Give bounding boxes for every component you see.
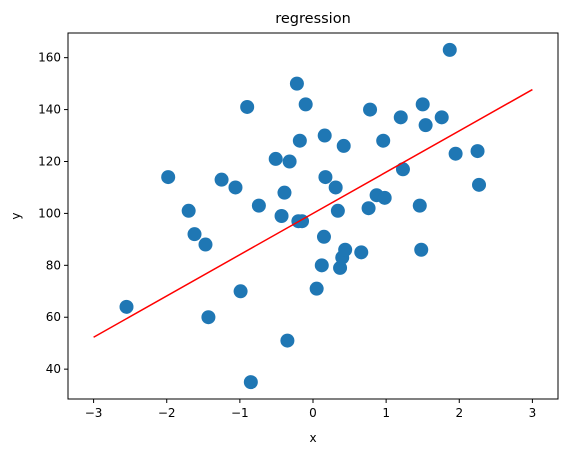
- y-tick-label: 40: [46, 362, 61, 376]
- data-point: [309, 281, 324, 296]
- data-point: [289, 76, 304, 91]
- y-tick-label: 80: [46, 258, 61, 272]
- data-point: [361, 201, 376, 216]
- data-point: [363, 102, 378, 117]
- regression-line: [93, 88, 533, 338]
- data-point: [318, 170, 333, 185]
- y-tick-label: 100: [38, 206, 61, 220]
- x-axis-label: x: [309, 431, 316, 445]
- data-point: [233, 284, 248, 299]
- data-point: [336, 138, 351, 153]
- x-tick-label: 3: [529, 406, 537, 420]
- data-point: [277, 185, 292, 200]
- data-point: [316, 229, 331, 244]
- data-point: [328, 180, 343, 195]
- x-tick-label: −2: [158, 406, 176, 420]
- data-point: [414, 242, 429, 257]
- y-tick-label: 120: [38, 154, 61, 168]
- data-point: [442, 42, 457, 57]
- data-point: [243, 375, 258, 390]
- y-axis: 40 60 80 100 120 140 160: [38, 51, 68, 376]
- data-point: [393, 110, 408, 125]
- x-tick-label: −1: [231, 406, 249, 420]
- x-tick-label: 0: [309, 406, 317, 420]
- data-point: [201, 310, 216, 325]
- data-point: [330, 203, 345, 218]
- data-point: [187, 227, 202, 242]
- data-point: [314, 258, 329, 273]
- data-point: [119, 299, 134, 314]
- data-point: [240, 99, 255, 114]
- data-point: [181, 203, 196, 218]
- data-point: [333, 260, 348, 275]
- data-point: [280, 333, 295, 348]
- data-point: [161, 170, 176, 185]
- data-point: [338, 242, 353, 257]
- chart-title: regression: [275, 11, 351, 27]
- y-axis-label: y: [9, 212, 23, 219]
- data-point: [292, 133, 307, 148]
- x-tick-label: 2: [455, 406, 463, 420]
- data-point: [228, 180, 243, 195]
- data-point: [274, 209, 289, 223]
- data-point: [412, 198, 427, 213]
- data-point: [317, 128, 332, 143]
- data-point: [415, 97, 430, 112]
- data-point: [472, 177, 487, 192]
- data-point: [448, 146, 463, 161]
- data-point: [395, 162, 410, 177]
- data-point: [298, 97, 313, 112]
- data-point: [434, 110, 449, 125]
- data-point: [282, 154, 297, 169]
- data-point: [377, 190, 392, 205]
- data-point: [214, 172, 229, 187]
- data-point: [354, 245, 369, 260]
- data-point: [268, 151, 283, 166]
- y-tick-label: 60: [46, 310, 61, 324]
- x-axis: −3 −2 −1 0 1 2 3: [85, 399, 536, 420]
- y-tick-label: 140: [38, 103, 61, 117]
- x-tick-label: −3: [85, 406, 103, 420]
- data-point: [470, 144, 485, 159]
- y-tick-label: 160: [38, 51, 61, 65]
- data-point: [376, 133, 391, 148]
- data-point: [251, 198, 266, 213]
- plot-area: [93, 42, 533, 390]
- data-point: [418, 118, 433, 133]
- data-point: [198, 237, 213, 252]
- x-tick-label: 1: [382, 406, 390, 420]
